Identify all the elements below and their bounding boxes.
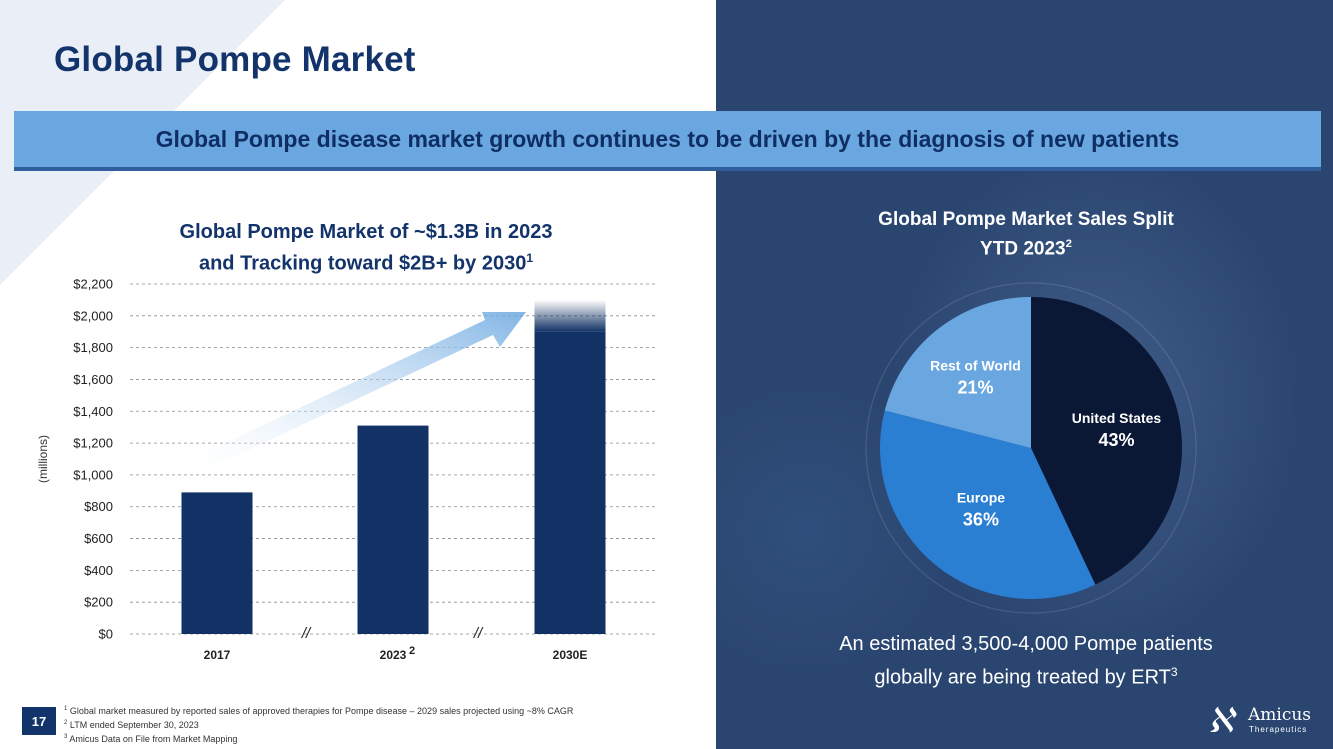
pie-slice-label: United States <box>1072 410 1162 426</box>
ert-caption-line1: An estimated 3,500-4,000 Pompe patients <box>839 633 1213 655</box>
page-number: 17 <box>22 707 56 735</box>
bar-2023 <box>357 425 429 634</box>
y-tick-label: $2,000 <box>73 308 113 323</box>
y-tick-label: $200 <box>84 595 113 610</box>
y-tick-label: $1,600 <box>73 372 113 387</box>
amicus-logo-name: Amicus <box>1248 705 1312 725</box>
y-tick-label: $600 <box>84 531 113 546</box>
y-tick-label: $1,800 <box>73 340 113 355</box>
pie-slice-value: 21% <box>957 377 993 397</box>
ert-caption-footnote: 3 <box>1170 665 1178 679</box>
pie-slice-united-states <box>1031 297 1182 585</box>
footnote-3: 3 Amicus Data on File from Market Mappin… <box>64 734 238 744</box>
pie-slice-value: 36% <box>963 510 999 530</box>
x-tick-label: 2023 <box>380 648 407 662</box>
y-tick-label: $1,000 <box>73 467 113 482</box>
y-tick-label: $1,400 <box>73 404 113 419</box>
pie-slice-label: Europe <box>957 490 1005 506</box>
bar-chart-title-footnote: 1 <box>526 251 534 265</box>
footnote-2: 2 LTM ended September 30, 2023 <box>64 720 199 730</box>
bar-2030e-projection-fade <box>534 299 606 332</box>
y-axis-label: (millions) <box>36 435 50 483</box>
axis-break-mark: // <box>301 625 312 642</box>
amicus-logo-icon: ℵ <box>1208 701 1234 741</box>
page-title: Global Pompe Market <box>54 40 416 79</box>
bar-chart-title-line1: Global Pompe Market of ~$1.3B in 2023 <box>179 221 553 243</box>
y-tick-label: $0 <box>99 627 113 642</box>
y-tick-label: $1,200 <box>73 436 113 451</box>
pie-outer-ring <box>865 282 1197 614</box>
bar-2017 <box>181 492 253 634</box>
amicus-logo-sub: Therapeutics <box>1249 725 1308 734</box>
x-tick-footnote: 2 <box>409 645 415 657</box>
growth-arrow <box>196 312 526 471</box>
headline-text: Global Pompe disease market growth conti… <box>155 125 1180 152</box>
bar-chart-title-line2: and Tracking toward $2B+ by 2030 <box>198 252 527 275</box>
x-tick-label: 2017 <box>204 648 231 662</box>
bar-chart-title: Global Pompe Market of ~$1.3B in 2023 an… <box>116 219 616 277</box>
bar-2030e <box>534 331 606 634</box>
ert-caption: An estimated 3,500-4,000 Pompe patients … <box>776 630 1276 692</box>
footnotes: 1 Global market measured by reported sal… <box>64 703 573 745</box>
pie-slice-value: 43% <box>1098 430 1134 450</box>
pie-chart-title-footnote: 2 <box>1065 238 1072 250</box>
x-tick-label: 2030E <box>553 648 588 662</box>
pie-slice-rest-of-world <box>884 297 1031 448</box>
y-tick-label: $2,200 <box>73 277 113 292</box>
footnote-1: 1 Global market measured by reported sal… <box>64 706 574 716</box>
pie-chart-title: Global Pompe Market Sales Split YTD 2023… <box>826 208 1226 261</box>
bar-chart: (millions) $0 $200 $400 $600 $800 $1,000 $1,200… <box>36 277 658 662</box>
amicus-logo: ℵ Amicus Therapeutics <box>1208 703 1320 739</box>
pie-slice-label: Rest of World <box>930 357 1021 373</box>
y-tick-label: $400 <box>84 563 113 578</box>
pie-slice-europe <box>880 410 1096 599</box>
ert-caption-line2: globally are being treated by ERT <box>874 666 1171 689</box>
pie-chart: United States 43% Europe 36% Rest of World 21… <box>865 282 1197 614</box>
y-tick-label: $800 <box>84 499 113 514</box>
pie-chart-title-line1: Global Pompe Market Sales Split <box>878 209 1174 230</box>
headline-banner: Global Pompe disease market growth conti… <box>14 111 1321 171</box>
axis-break-mark: // <box>473 625 484 642</box>
pie-chart-title-line2: YTD 2023 <box>980 238 1066 260</box>
